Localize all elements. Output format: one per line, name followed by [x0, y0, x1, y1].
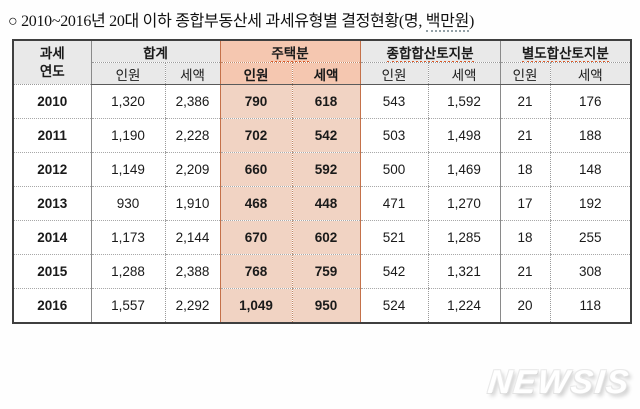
- value-cell: 2,228: [164, 118, 220, 153]
- value-cell: 542: [291, 118, 361, 153]
- value-cell: 702: [219, 118, 292, 153]
- table-row: 2016 1,557 2,292 1,049 950 524 1,224 20 118: [13, 288, 632, 323]
- title-suffix: ): [469, 13, 475, 30]
- value-cell: 21: [499, 84, 551, 119]
- value-cell: 1,498: [427, 118, 501, 153]
- value-cell: 1,288: [90, 254, 165, 289]
- value-cell: 2,144: [164, 220, 220, 255]
- year-header-line1: 과세: [39, 45, 65, 61]
- value-cell: 1,190: [90, 118, 165, 153]
- value-cell: 1,592: [427, 84, 501, 119]
- value-cell: 1,557: [90, 288, 165, 323]
- value-cell: 768: [219, 254, 292, 289]
- subheader-housing-tax: 세액: [291, 62, 361, 85]
- value-cell: 468: [219, 186, 292, 221]
- group-header-housing: 주택분: [219, 40, 361, 63]
- value-cell: 1,910: [164, 186, 220, 221]
- group-label-aggregate-land: 종합합산토지분: [386, 45, 474, 62]
- value-cell: 20: [499, 288, 551, 323]
- subheader-aggregate-persons: 인원: [359, 62, 429, 85]
- year-cell: 2011: [13, 118, 91, 153]
- value-cell: 1,320: [90, 84, 165, 119]
- value-cell: 2,292: [164, 288, 220, 323]
- subheader-aggregate-tax: 세액: [427, 62, 501, 85]
- value-cell: 670: [219, 220, 292, 255]
- value-cell: 1,321: [427, 254, 501, 289]
- table-row: 2013 930 1,910 468 448 471 1,270 17 192: [13, 186, 632, 221]
- group-label-total: 합계: [143, 45, 168, 61]
- value-cell: 930: [90, 186, 165, 221]
- value-cell: 2,386: [164, 84, 220, 119]
- value-cell: 950: [291, 288, 361, 323]
- newsis-watermark: NEWSIS: [485, 363, 632, 400]
- table-row: 2010 1,320 2,386 790 618 543 1,592 21 176: [13, 84, 632, 119]
- value-cell: 1,173: [90, 220, 165, 255]
- value-cell: 602: [291, 220, 361, 255]
- subheader-total-tax: 세액: [164, 62, 220, 85]
- value-cell: 1,049: [219, 288, 292, 323]
- value-cell: 2,388: [164, 254, 220, 289]
- value-cell: 192: [549, 186, 632, 221]
- value-cell: 500: [359, 152, 429, 187]
- year-cell: 2015: [13, 254, 91, 289]
- table-row: 2015 1,288 2,388 768 759 542 1,321 21 308: [13, 254, 632, 289]
- value-cell: 18: [499, 220, 551, 255]
- year-cell: 2010: [13, 84, 91, 119]
- value-cell: 308: [549, 254, 632, 289]
- value-cell: 521: [359, 220, 429, 255]
- year-cell: 2016: [13, 288, 91, 323]
- value-cell: 148: [549, 152, 632, 187]
- value-cell: 2,209: [164, 152, 220, 187]
- group-header-separate-land: 별도합산토지분: [499, 40, 632, 63]
- value-cell: 503: [359, 118, 429, 153]
- value-cell: 255: [549, 220, 632, 255]
- value-cell: 1,270: [427, 186, 501, 221]
- value-cell: 21: [499, 118, 551, 153]
- title-unit-underlined: 백만원: [425, 13, 470, 32]
- value-cell: 618: [291, 84, 361, 119]
- value-cell: 524: [359, 288, 429, 323]
- group-label-separate-land: 별도합산토지분: [521, 45, 609, 62]
- group-header-aggregate-land: 종합합산토지분: [359, 40, 501, 63]
- value-cell: 1,469: [427, 152, 501, 187]
- value-cell: 21: [499, 254, 551, 289]
- value-cell: 543: [359, 84, 429, 119]
- table-row: 2014 1,173 2,144 670 602 521 1,285 18 255: [13, 220, 632, 255]
- subheader-total-persons: 인원: [90, 62, 165, 85]
- value-cell: 542: [359, 254, 429, 289]
- value-cell: 1,149: [90, 152, 165, 187]
- subheader-housing-persons: 인원: [219, 62, 292, 85]
- page-title: ○ 2010~2016년 20대 이하 종합부동산세 과세유형별 결정현황(명,…: [8, 7, 475, 32]
- year-cell: 2012: [13, 152, 91, 187]
- year-cell: 2013: [13, 186, 91, 221]
- value-cell: 176: [549, 84, 632, 119]
- group-header-total: 합계: [90, 40, 220, 63]
- value-cell: 188: [549, 118, 632, 153]
- value-cell: 759: [291, 254, 361, 289]
- table-row: 2011 1,190 2,228 702 542 503 1,498 21 188: [13, 118, 632, 153]
- value-cell: 592: [291, 152, 361, 187]
- value-cell: 471: [359, 186, 429, 221]
- value-cell: 1,224: [427, 288, 501, 323]
- table-body: 2010 1,320 2,386 790 618 543 1,592 21 176 2011 1,1…: [13, 84, 632, 323]
- subheader-separate-tax: 세액: [549, 62, 632, 85]
- title-text: ○ 2010~2016년 20대 이하 종합부동산세 과세유형별 결정현황(명,: [8, 13, 426, 30]
- table-row: 2012 1,149 2,209 660 592 500 1,469 18 148: [13, 152, 632, 187]
- value-cell: 17: [499, 186, 551, 221]
- value-cell: 448: [291, 186, 361, 221]
- sub-header-row: 인원 세액 인원 세액 인원 세액 인원 세액: [13, 62, 632, 85]
- year-cell: 2014: [13, 220, 91, 255]
- year-header-line2: 연도: [39, 63, 65, 79]
- value-cell: 18: [499, 152, 551, 187]
- group-label-housing: 주택분: [271, 45, 309, 62]
- value-cell: 118: [549, 288, 632, 323]
- value-cell: 790: [219, 84, 292, 119]
- value-cell: 660: [219, 152, 292, 187]
- value-cell: 1,285: [427, 220, 501, 255]
- subheader-separate-persons: 인원: [499, 62, 551, 85]
